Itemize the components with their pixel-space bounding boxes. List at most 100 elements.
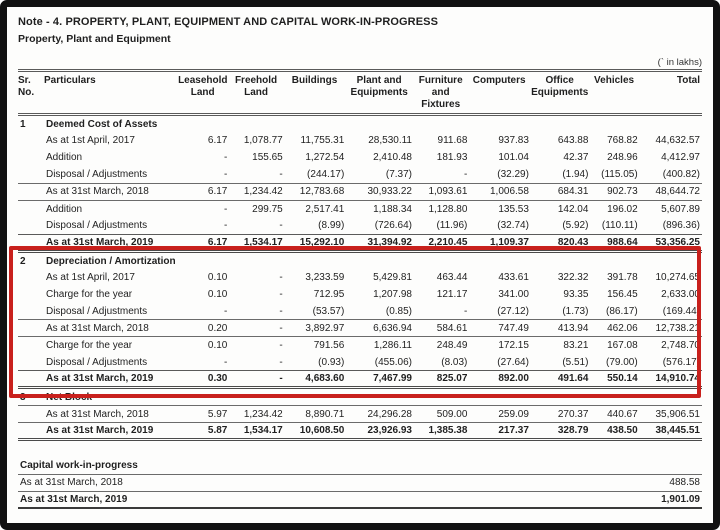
row-value: (896.36) [662,220,700,232]
row-value: - [224,169,228,181]
cwip-row-label: As at 31st March, 2018 [18,473,429,492]
row-value: - [279,340,283,352]
section-number: 1 [20,119,26,131]
row-value: 1,109.37 [469,233,531,253]
row-value: 820.43 [530,233,591,253]
row-value: 30,933.22 [346,182,414,201]
column-header: Particulars [43,68,179,117]
row-value: (7.37) [385,169,412,181]
row-value: (27.12) [497,305,529,317]
row-value: 270.37 [530,405,591,424]
row-value: (455.06) [374,356,412,368]
row-label: Disposal / Adjustments [45,305,148,317]
column-header: Total [639,68,702,117]
section-heading: Net Block [45,392,93,404]
page: Note - 4. PROPERTY, PLANT, EQUIPMENT AND… [7,7,713,523]
section-number: 2 [20,255,26,267]
row-value: 7,467.99 [346,370,414,390]
column-header: Freehold Land [229,68,285,117]
row-value: 28,530.11 [368,135,412,147]
row-value: 440.67 [590,405,640,424]
note-subtitle: Property, Plant and Equipment [18,33,171,45]
row-value: 892.00 [469,370,531,390]
row-value: - [229,370,285,390]
row-label: As at 31st March, 2019 [43,422,179,442]
row-value: - [224,203,228,215]
row-value: 1,234.42 [229,182,285,201]
table-row: As at 31st March, 2019 0.30-4,683.60 7,467… [18,370,702,390]
row-value: 462.06 [590,319,640,338]
row-value: 1,234.42 [229,405,285,424]
row-value: 5.87 [178,422,230,442]
row-value: 684.31 [530,182,591,201]
row-value: (8.03) [441,356,468,368]
row-value: 791.56 [313,340,345,352]
row-value: - [464,169,468,181]
row-value: 12,738.21 [639,319,702,338]
row-value: 768.82 [607,135,638,147]
row-value: (86.17) [605,305,638,317]
row-value: 937.83 [498,135,529,147]
row-value: 5.97 [178,405,230,424]
row-label: As at 31st March, 2018 [43,182,179,201]
row-value: 0.20 [178,319,230,338]
row-value: 6.17 [178,182,230,201]
sr-spacer [18,337,44,354]
header-row: Sr. No. Particulars Leasehold Land Freehold… [18,68,702,117]
row-value: 1,534.17 [229,422,285,442]
cwip-row-value: 488.58 [428,473,702,492]
row-label: As at 1st April, 2017 [45,271,135,283]
row-value: 217.37 [469,422,531,442]
row-value: (5.51) [562,356,589,368]
row-value: 3,892.97 [284,319,347,338]
row-label: Charge for the year [45,340,133,352]
table-row: Addition - 155.65 1,272.54 2,410.48 181.93 101… [18,149,702,166]
row-value: 438.50 [590,422,640,442]
sr-spacer [18,286,44,303]
row-value: 584.61 [414,319,470,338]
sr-spacer [18,354,44,371]
row-label: As at 1st April, 2017 [45,135,135,147]
row-value: 509.00 [414,405,470,424]
row-value: 1,093.61 [414,182,470,201]
row-value: 2,517.41 [305,203,345,215]
section-3: 3 Net Block As at 31st March, 2018 5.97 1,23… [18,388,702,442]
row-value: 1,272.54 [305,152,345,164]
row-value: - [464,305,468,317]
row-value: 155.65 [252,152,283,164]
row-value: 142.04 [557,203,589,215]
row-value: 1,286.11 [373,340,412,352]
sr-spacer [18,422,44,442]
table-row: As at 31st March, 2018 5.97 1,234.42 8,890.… [18,405,702,424]
row-value: 322.32 [557,271,589,283]
row-value: 2,748.70 [661,340,700,352]
row-label: Addition [45,152,83,164]
row-value: 42.37 [563,152,589,164]
sr-spacer [18,303,44,320]
row-value: 1,078.77 [243,135,283,147]
cwip-heading-spacer [428,457,702,475]
column-header: Furniture and Fixtures [414,68,470,117]
row-label: As at 31st March, 2018 [43,319,179,338]
row-value: 1,385.38 [414,422,470,442]
row-value: 328.79 [530,422,591,442]
row-value: (1.94) [562,169,589,181]
row-value: 83.21 [563,340,589,352]
row-value: (0.85) [385,305,412,317]
row-value: 167.08 [607,340,638,352]
sr-spacer [18,319,44,338]
sr-spacer [18,405,44,424]
table-row: As at 1st April, 2017 0.10 - 3,233.59 5,429.… [18,269,702,286]
row-value: (5.92) [562,220,589,232]
cwip-row-2018: As at 31st March, 2018 488.58 [18,473,702,492]
column-header: Sr. No. [18,68,44,117]
column-header: Leasehold Land [178,68,230,117]
row-value: 12,783.68 [284,182,347,201]
row-value: - [224,305,228,317]
row-value: 1,534.17 [229,233,285,253]
row-value: (53.57) [312,305,345,317]
column-header: Computers [469,68,531,117]
row-value: 38,445.51 [639,422,702,442]
table-row: As at 1st April, 2017 6.17 1,078.77 11,755.… [18,132,702,149]
cwip-row-value: 1,901.09 [428,490,702,510]
